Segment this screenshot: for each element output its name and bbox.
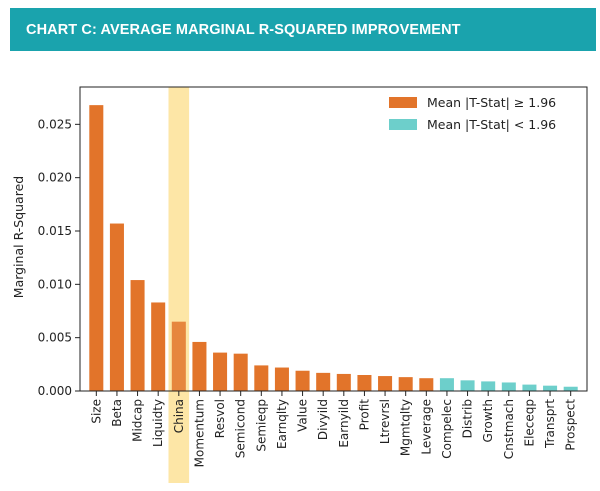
bar-ltrevrsl bbox=[378, 376, 393, 391]
bar-profit bbox=[357, 375, 372, 391]
chart-title: CHART C: AVERAGE MARGINAL R-SQUARED IMPR… bbox=[26, 21, 461, 38]
x-tick-label: Earnyild bbox=[337, 399, 351, 448]
x-tick-label: Transprt bbox=[543, 399, 557, 449]
x-tick-label: China bbox=[172, 399, 186, 433]
plot-frame bbox=[79, 86, 588, 392]
bar-mgmtqlty bbox=[398, 377, 413, 391]
x-tick-label: Growth bbox=[481, 399, 495, 442]
bar-midcap bbox=[130, 280, 145, 391]
x-tick-label: Earnqlty bbox=[275, 399, 289, 449]
bar-divyild bbox=[316, 372, 331, 391]
y-tick-label: 0.000 bbox=[38, 384, 72, 398]
y-axis-label: Marginal R-Squared bbox=[11, 176, 26, 298]
bar-resvol bbox=[213, 352, 228, 391]
y-tick-label: 0.005 bbox=[38, 331, 72, 345]
y-tick-label: 0.010 bbox=[38, 277, 72, 291]
x-tick-label: Compelec bbox=[440, 399, 454, 459]
legend-label: Mean |T-Stat| ≥ 1.96 bbox=[427, 95, 556, 110]
y-tick-label: 0.025 bbox=[38, 117, 72, 131]
legend-swatch bbox=[389, 119, 417, 130]
bar-china bbox=[171, 321, 186, 391]
bar-prospect bbox=[563, 386, 578, 391]
bar-transprt bbox=[543, 385, 558, 391]
x-tick-label: Semieqp bbox=[254, 399, 268, 452]
legend-label: Mean |T-Stat| < 1.96 bbox=[427, 117, 556, 132]
axes-layer bbox=[79, 86, 588, 392]
x-tick-label: Momentum bbox=[192, 399, 206, 467]
bar-liquidty bbox=[151, 302, 166, 391]
x-tick-label: Eleceqp bbox=[522, 399, 536, 447]
x-tick-label: Beta bbox=[110, 399, 124, 427]
bar-value bbox=[295, 370, 310, 391]
y-tick-label: 0.015 bbox=[38, 224, 72, 238]
bar-growth bbox=[481, 381, 496, 391]
x-tick-label: Cnstmach bbox=[502, 399, 516, 459]
legend: Mean |T-Stat| ≥ 1.96 Mean |T-Stat| < 1.96 bbox=[389, 95, 556, 132]
legend-swatch bbox=[389, 97, 417, 108]
bar-beta bbox=[109, 223, 124, 391]
x-tick-label: Mgmtqlty bbox=[399, 399, 413, 456]
x-tick-label: Midcap bbox=[131, 399, 145, 442]
bar-cnstmach bbox=[501, 382, 516, 391]
x-tick-label: Leverage bbox=[419, 399, 433, 455]
bars-layer bbox=[89, 105, 578, 391]
bar-distrib bbox=[460, 380, 475, 391]
x-tick-label: Divyild bbox=[316, 399, 330, 440]
bar-semicond bbox=[233, 353, 248, 391]
x-tick-label: Semicond bbox=[234, 399, 248, 458]
bar-momentum bbox=[192, 341, 207, 391]
x-tick-label: Liquidty bbox=[151, 399, 165, 447]
bar-earnqlty bbox=[274, 367, 289, 391]
y-tick-label: 0.020 bbox=[38, 171, 72, 185]
bar-leverage bbox=[419, 378, 434, 391]
chart-title-banner: CHART C: AVERAGE MARGINAL R-SQUARED IMPR… bbox=[10, 8, 596, 51]
bar-earnyild bbox=[336, 373, 351, 391]
y-ticks-layer: 0.000 0.005 0.010 0.015 0.020 0.025 bbox=[38, 117, 80, 398]
x-tick-label: Distrib bbox=[461, 399, 475, 438]
x-tick-label: Resvol bbox=[213, 399, 227, 438]
bar-size bbox=[89, 105, 104, 391]
x-tick-label: Profit bbox=[357, 399, 371, 431]
x-tick-label: Value bbox=[296, 399, 310, 432]
bar-semieqp bbox=[254, 365, 269, 391]
x-tick-label: Size bbox=[89, 399, 103, 424]
bar-eleceqp bbox=[522, 384, 537, 391]
x-tick-label: Prospect bbox=[564, 399, 578, 451]
x-ticks-layer: Size Beta Midcap Liquidty China Momentum Resvo… bbox=[89, 391, 578, 467]
x-tick-label: Ltrevrsl bbox=[378, 399, 392, 444]
bar-compelec bbox=[439, 378, 454, 391]
